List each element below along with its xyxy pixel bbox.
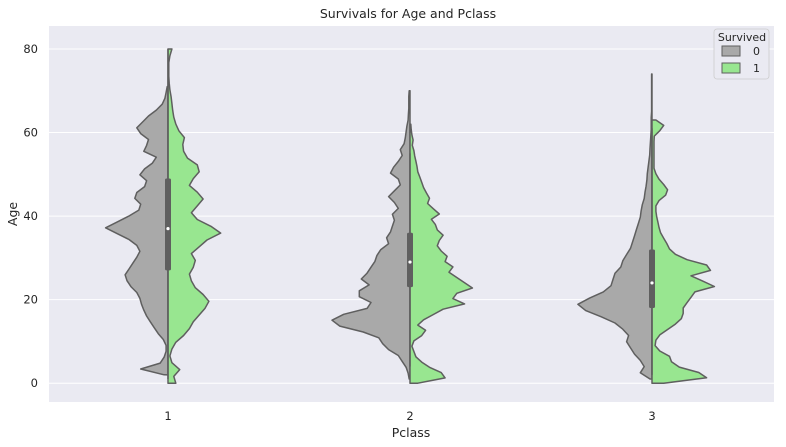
legend: Survived 0 1 <box>713 28 770 80</box>
legend-swatch-0 <box>721 45 741 57</box>
violin-half-survived-1 <box>651 119 716 384</box>
x-tick-label: 1 <box>164 409 171 423</box>
median-dot <box>408 260 412 264</box>
legend-label-0: 0 <box>753 45 760 58</box>
legend-label-1: 1 <box>753 62 760 75</box>
quartile-box <box>407 232 413 288</box>
x-axis-label: Pclass <box>392 425 431 440</box>
y-tick-label: 80 <box>23 42 38 56</box>
chart-title: Survivals for Age and Pclass <box>320 6 496 21</box>
y-tick-label: 0 <box>31 376 38 390</box>
quartile-box <box>165 178 171 271</box>
violin-half-survived-1 <box>167 48 222 384</box>
violin-half-survived-0 <box>577 73 653 380</box>
violins <box>104 48 716 384</box>
y-tick-label: 60 <box>23 126 38 140</box>
legend-title: Survived <box>718 31 766 44</box>
y-tick-label: 40 <box>23 209 38 223</box>
median-dot <box>166 227 170 231</box>
median-dot <box>650 281 654 285</box>
violin-half-survived-0 <box>104 85 169 376</box>
x-tick-labels: 1 2 3 <box>164 409 655 423</box>
x-tick-label: 3 <box>648 409 655 423</box>
y-tick-label: 20 <box>23 293 38 307</box>
y-axis-label: Age <box>5 202 20 226</box>
violin-half-survived-1 <box>409 123 474 384</box>
y-tick-labels: 0 20 40 60 80 <box>23 42 38 390</box>
violin-half-survived-0 <box>331 90 411 380</box>
quartile-box <box>649 249 655 308</box>
legend-swatch-1 <box>721 62 741 74</box>
boxes <box>165 48 655 380</box>
x-tick-label: 2 <box>406 409 413 423</box>
